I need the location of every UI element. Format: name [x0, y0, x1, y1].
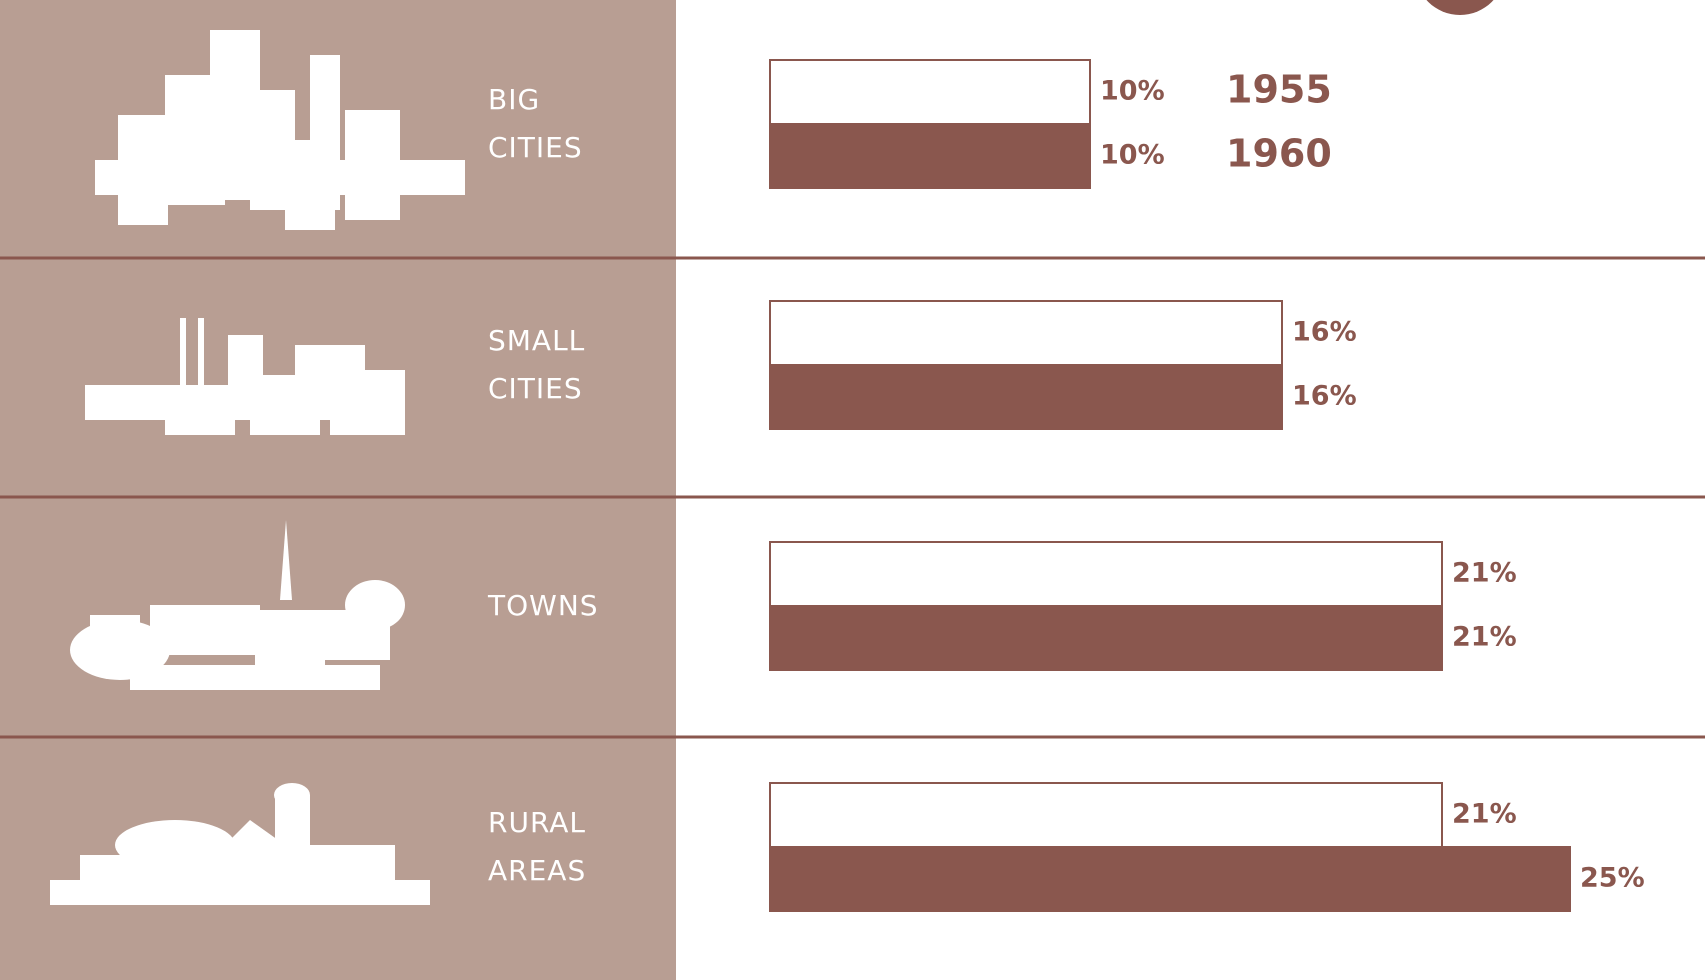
value-label: 10% — [1100, 76, 1165, 107]
value-label: 21% — [1452, 799, 1517, 830]
category-label: RURAL AREAS — [488, 806, 587, 887]
value-label: 16% — [1292, 381, 1357, 412]
corner-ornament — [1426, 0, 1494, 15]
bar — [769, 605, 1443, 671]
legend-label: 1960 — [1226, 132, 1332, 176]
value-label: 10% — [1100, 140, 1165, 171]
rural-areas-icon — [50, 783, 430, 905]
towns-icon — [70, 520, 405, 690]
big-cities-icon — [95, 30, 465, 230]
category-label: SMALL CITIES — [488, 324, 586, 405]
small-cities-icon — [85, 318, 405, 435]
value-label: 25% — [1580, 863, 1645, 894]
bar — [769, 541, 1443, 607]
bar — [769, 782, 1443, 848]
legend-label: 1955 — [1226, 68, 1332, 112]
bar — [769, 123, 1091, 189]
category-label: TOWNS — [488, 589, 599, 622]
bar — [769, 364, 1283, 430]
value-label: 21% — [1452, 622, 1517, 653]
bar — [769, 846, 1571, 912]
value-label: 16% — [1292, 317, 1357, 348]
value-label: 21% — [1452, 558, 1517, 589]
bar — [769, 300, 1283, 366]
bar — [769, 59, 1091, 125]
category-label: BIG CITIES — [488, 83, 583, 164]
